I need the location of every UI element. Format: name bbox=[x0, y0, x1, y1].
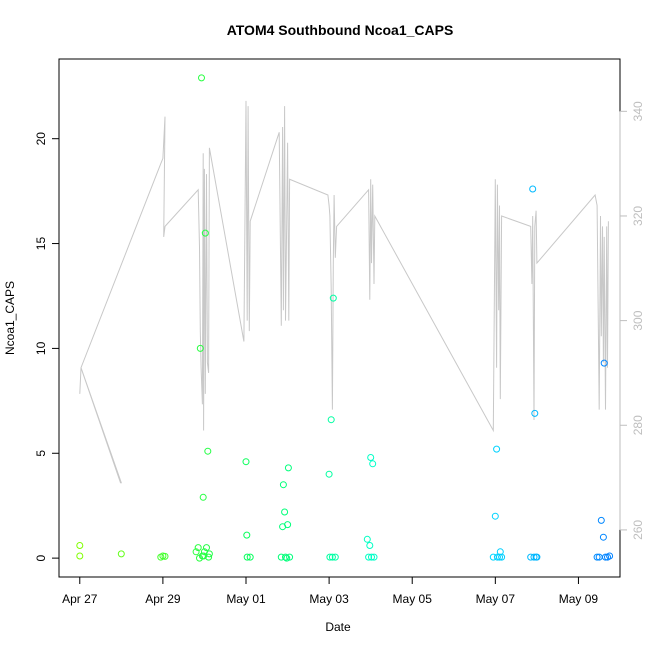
y-tick-label: 15 bbox=[34, 237, 48, 251]
y-tick-label: 20 bbox=[34, 132, 48, 146]
secondary-series-layer bbox=[79, 100, 609, 484]
y-tick-label: 10 bbox=[34, 341, 48, 355]
data-point bbox=[200, 552, 208, 560]
x-axis: Apr 27 Apr 29 May 01 May 03 May 05 May 07 May … bbox=[62, 576, 599, 606]
data-point bbox=[365, 553, 373, 561]
data-point bbox=[531, 409, 539, 417]
data-point bbox=[282, 553, 289, 561]
data-point bbox=[205, 553, 213, 561]
data-point bbox=[363, 535, 371, 543]
data-point bbox=[246, 553, 254, 561]
data-point bbox=[198, 74, 205, 82]
data-point bbox=[493, 445, 501, 453]
data-point bbox=[242, 458, 250, 466]
data-point bbox=[203, 544, 210, 552]
y-axis-label: Ncoa1_CAPS bbox=[3, 281, 17, 355]
x-tick-label: May 09 bbox=[559, 592, 599, 606]
chart-title: ATOM4 Southbound Ncoa1_CAPS bbox=[227, 22, 454, 38]
data-point bbox=[533, 553, 541, 561]
data-point bbox=[243, 553, 251, 561]
data-point bbox=[328, 553, 336, 561]
data-point bbox=[597, 516, 605, 524]
data-point bbox=[196, 554, 203, 562]
y2-tick-label: 260 bbox=[631, 520, 645, 540]
data-point bbox=[370, 553, 378, 561]
data-point bbox=[325, 470, 333, 478]
x-tick-label: May 05 bbox=[393, 592, 433, 606]
x-axis-label: Date bbox=[325, 620, 351, 634]
data-point bbox=[369, 460, 377, 468]
data-point bbox=[199, 493, 207, 501]
data-point bbox=[599, 533, 607, 541]
y2-tick-label: 320 bbox=[631, 206, 645, 226]
data-point bbox=[196, 344, 204, 352]
data-point bbox=[76, 552, 84, 560]
data-point bbox=[281, 508, 289, 516]
data-point bbox=[117, 550, 125, 558]
x-tick-label: Apr 29 bbox=[145, 592, 181, 606]
data-point bbox=[194, 544, 202, 552]
data-point bbox=[600, 359, 608, 367]
x-tick-label: May 01 bbox=[226, 592, 266, 606]
data-point bbox=[329, 294, 337, 302]
data-point bbox=[279, 481, 287, 489]
x-tick-label: May 03 bbox=[309, 592, 349, 606]
data-point bbox=[284, 521, 292, 529]
plot-frame bbox=[58, 58, 621, 578]
data-point bbox=[496, 553, 503, 561]
data-point bbox=[602, 553, 609, 561]
data-point bbox=[331, 553, 339, 561]
data-point bbox=[161, 552, 169, 560]
data-point bbox=[530, 553, 538, 561]
data-point bbox=[493, 553, 501, 561]
y2-tick-label: 280 bbox=[631, 415, 645, 435]
data-point bbox=[204, 447, 212, 455]
x-tick-label: May 07 bbox=[476, 592, 516, 606]
data-point bbox=[529, 185, 537, 193]
data-point bbox=[367, 454, 375, 461]
data-point bbox=[327, 416, 335, 424]
secondary-y-axis: 260 280 300 320 340 bbox=[619, 101, 645, 540]
data-point bbox=[606, 552, 614, 560]
data-point bbox=[326, 553, 334, 561]
data-point bbox=[243, 531, 251, 539]
y-tick-label: 5 bbox=[34, 450, 48, 457]
data-point bbox=[498, 553, 506, 561]
y-tick-label: 0 bbox=[34, 554, 48, 561]
data-point bbox=[76, 542, 84, 549]
y2-tick-label: 300 bbox=[631, 310, 645, 330]
data-point bbox=[491, 512, 499, 520]
data-point bbox=[593, 553, 601, 561]
data-point bbox=[286, 553, 294, 561]
y-axis: 0 5 10 15 20 bbox=[34, 132, 60, 561]
data-point bbox=[201, 229, 209, 237]
data-point bbox=[366, 542, 374, 549]
data-point bbox=[284, 464, 292, 472]
points-layer bbox=[76, 74, 614, 562]
data-point bbox=[192, 548, 200, 556]
y2-tick-label: 340 bbox=[631, 101, 645, 121]
data-point bbox=[368, 553, 375, 561]
data-point bbox=[283, 554, 291, 562]
x-tick-label: Apr 27 bbox=[62, 592, 98, 606]
secondary-series-line bbox=[79, 100, 609, 484]
